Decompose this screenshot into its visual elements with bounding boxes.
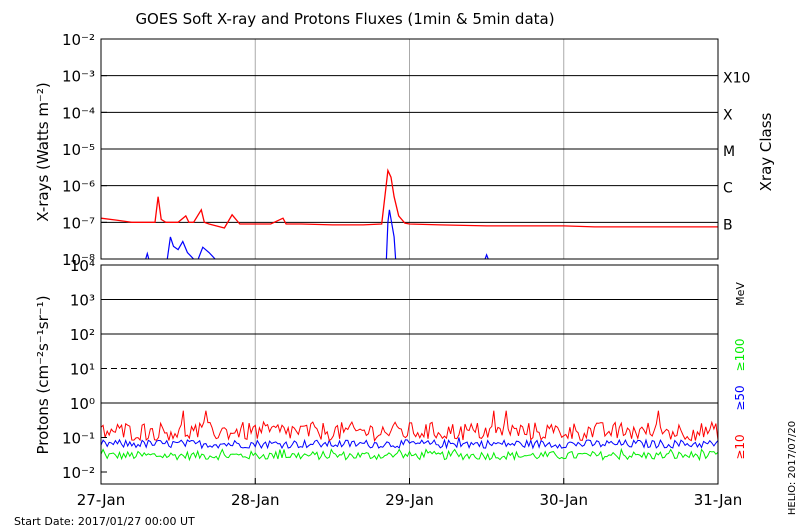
- xray-y-tick-label: 10⁻²: [62, 31, 95, 49]
- proton-legend: ≥10 ≥50 ≥100: [733, 339, 747, 460]
- xray-y-tick-label: 10⁻⁴: [62, 104, 95, 122]
- xray-y-tick-label: 10⁻⁷: [62, 214, 95, 232]
- xray-panel: 10⁻² 10⁻³ 10⁻⁴ 10⁻⁵ 10⁻⁶ 10⁻⁷ 10⁻⁸ X10 X M C B X-r…: [34, 31, 775, 269]
- xray-series-blue-line: [385, 209, 397, 260]
- x-tick-label: 30-Jan: [540, 491, 588, 509]
- proton-series-line: [100, 437, 719, 450]
- xray-series-red-line: [100, 168, 718, 229]
- proton-y-tick-label: 10¹: [70, 361, 95, 379]
- xray-y-tick-label: 10⁻³: [62, 68, 95, 86]
- proton-y-axis-label: Protons (cm⁻²s⁻¹sr⁻¹): [34, 295, 52, 454]
- xray-class-labels: X10 X M C B: [723, 71, 750, 234]
- xray-class-label: X10: [723, 71, 750, 87]
- proton-y-tick-label: 10⁴: [70, 257, 95, 275]
- xray-series: [100, 168, 718, 260]
- proton-y-tick-label: 10⁰: [70, 395, 95, 413]
- proton-panel: 10⁴ 10³ 10² 10¹ 10⁰ 10⁻¹ 10⁻² Protons (cm⁻²s⁻¹…: [34, 257, 747, 485]
- chart-title: GOES Soft X-ray and Protons Fluxes (1min…: [135, 10, 554, 28]
- xray-class-label: C: [723, 181, 733, 197]
- proton-legend-label: ≥100: [733, 339, 747, 372]
- xray-y-tick-label: 10⁻⁶: [62, 178, 95, 196]
- xray-y-axis-label: X-rays (Watts m⁻²): [34, 82, 52, 221]
- xray-y-tick-label: 10⁻⁸: [62, 251, 95, 269]
- x-tick-labels: 27-Jan 28-Jan 29-Jan 30-Jan 31-Jan: [77, 478, 742, 509]
- proton-y-tick-labels: 10⁴ 10³ 10² 10¹ 10⁰ 10⁻¹ 10⁻²: [62, 257, 107, 482]
- x-tick-label: 31-Jan: [694, 491, 742, 509]
- x-tick-label: 28-Jan: [231, 491, 279, 509]
- credit-label: HELIO: 2017/07/20: [787, 421, 798, 515]
- xray-class-label: X: [723, 107, 733, 123]
- proton-y-tick-label: 10⁻¹: [62, 430, 95, 448]
- xray-y-tick-labels: 10⁻² 10⁻³ 10⁻⁴ 10⁻⁵ 10⁻⁶ 10⁻⁷ 10⁻⁸: [62, 31, 107, 269]
- xray-class-axis-label: Xray Class: [757, 112, 775, 191]
- xray-y-tick-label: 10⁻⁵: [62, 141, 95, 159]
- start-date-label: Start Date: 2017/01/27 00:00 UT: [14, 515, 195, 528]
- xray-class-label: B: [723, 217, 733, 233]
- proton-y-tick-label: 10²: [70, 326, 95, 344]
- xray-series-blue-line: [166, 236, 195, 260]
- xray-series-blue-line: [145, 251, 150, 260]
- x-tick-label: 27-Jan: [77, 491, 125, 509]
- proton-unit-label: MeV: [734, 282, 747, 306]
- xray-class-label: M: [723, 144, 735, 160]
- proton-y-tick-label: 10⁻²: [62, 464, 95, 482]
- proton-legend-label: ≥10: [733, 434, 747, 459]
- proton-series: [100, 410, 719, 462]
- xray-series-blue-line: [484, 253, 489, 260]
- proton-legend-label: ≥50: [733, 385, 747, 410]
- x-tick-label: 29-Jan: [385, 491, 433, 509]
- proton-y-tick-label: 10³: [70, 292, 95, 310]
- xray-series-blue-line: [197, 246, 216, 260]
- proton-series-line: [100, 447, 719, 462]
- proton-series-line: [100, 410, 719, 443]
